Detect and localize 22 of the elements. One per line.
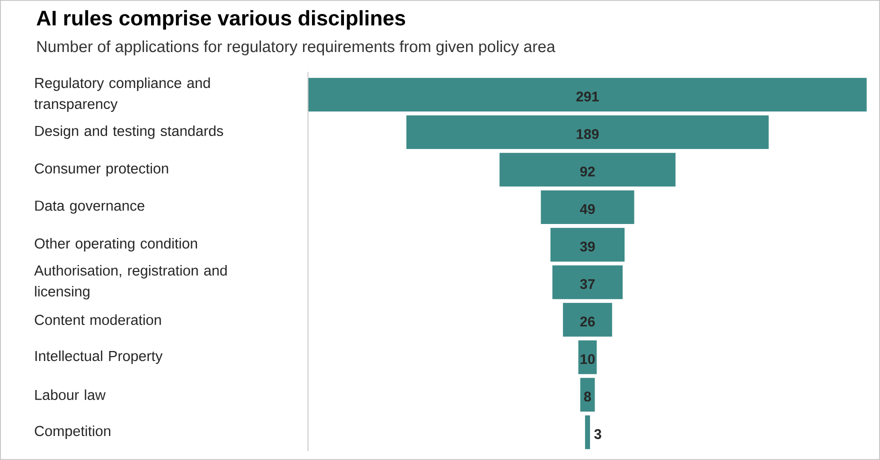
data-label: 26 bbox=[580, 316, 595, 327]
data-label: 39 bbox=[580, 242, 595, 252]
data-label: 10 bbox=[580, 354, 595, 364]
category-label: Consumer protection bbox=[34, 163, 168, 176]
category-label: Regulatory compliance and transparency bbox=[34, 78, 210, 112]
category-label: Design and testing standards bbox=[35, 125, 224, 139]
data-label: 3 bbox=[594, 429, 602, 440]
category-label: Content moderation bbox=[34, 314, 161, 326]
category-label: Authorisation, registration and licensing bbox=[34, 265, 227, 300]
category-label: Data governance bbox=[35, 200, 144, 214]
category-label: Competition bbox=[34, 426, 110, 440]
category-label: Intellectual Property bbox=[35, 350, 163, 364]
data-label: 291 bbox=[576, 92, 599, 102]
text: AI rules comprise various disciplines bbox=[36, 10, 406, 30]
category-label: Other operating condition bbox=[34, 238, 197, 252]
text: Number of applications for regulatory requirements from given policy area bbox=[37, 40, 556, 56]
data-label: 8 bbox=[584, 392, 591, 402]
data-label: 189 bbox=[576, 129, 599, 140]
data-label: 92 bbox=[580, 166, 595, 177]
category-label: Labour law bbox=[35, 389, 106, 400]
data-label: 49 bbox=[580, 204, 595, 214]
data-label: 37 bbox=[580, 279, 595, 290]
